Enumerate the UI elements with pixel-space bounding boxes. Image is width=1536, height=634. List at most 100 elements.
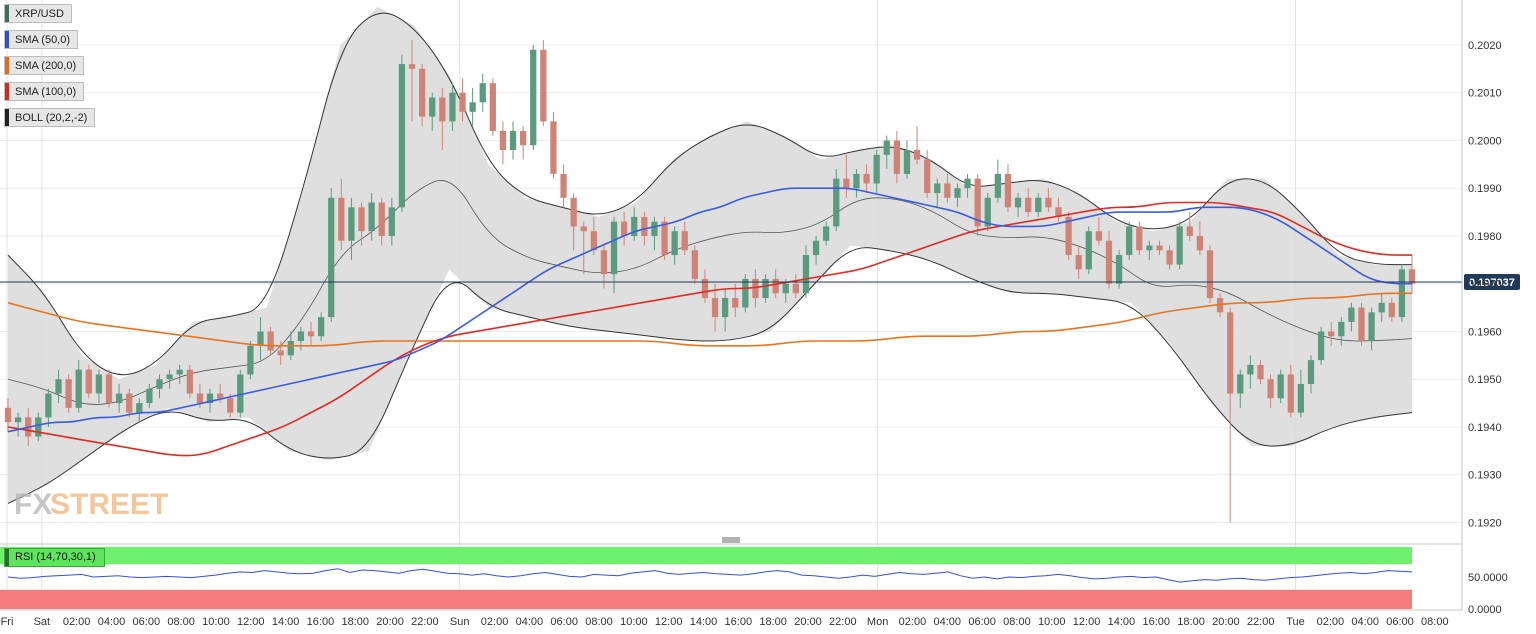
- y-tick-label: 0.1920: [1468, 517, 1502, 529]
- candle-body: [166, 374, 173, 380]
- candle: [509, 121, 517, 160]
- candle-body: [1115, 255, 1123, 284]
- candle-body: [701, 278, 709, 299]
- candle: [1035, 192, 1042, 217]
- rsi-overbought-zone: [0, 547, 1412, 565]
- candle-body: [1085, 231, 1092, 270]
- x-tick-label: 06:00: [968, 616, 996, 628]
- legend-item[interactable]: SMA (100,0): [4, 82, 85, 101]
- candle: [1166, 245, 1173, 270]
- candle: [1297, 369, 1305, 418]
- candle: [924, 150, 931, 198]
- candle: [1257, 360, 1264, 384]
- candle-body: [1055, 207, 1062, 217]
- candle-body: [1348, 307, 1355, 322]
- legend-label: SMA (50,0): [15, 34, 71, 46]
- x-tick-label: 22:00: [1247, 616, 1275, 628]
- rsi-legend[interactable]: RSI (14,70,30,1): [4, 548, 105, 567]
- candle-body: [418, 68, 426, 117]
- candle: [974, 173, 981, 236]
- candle: [984, 192, 991, 232]
- x-tick-label: 16:00: [1142, 616, 1170, 628]
- x-tick-label: 08:00: [167, 616, 195, 628]
- candle-body: [206, 393, 214, 404]
- candle-body: [610, 221, 618, 275]
- candle: [610, 216, 618, 294]
- x-tick-label: 20:00: [794, 616, 822, 628]
- watermark-street: STREET: [50, 488, 168, 521]
- x-tick-label: 14:00: [690, 616, 718, 628]
- candle: [853, 169, 860, 198]
- candle-body: [338, 197, 345, 241]
- candle-body: [1075, 255, 1082, 270]
- candle: [1408, 255, 1416, 294]
- candle-body: [146, 388, 153, 404]
- candle: [146, 383, 153, 408]
- candle-body: [812, 240, 820, 256]
- candle: [812, 235, 820, 265]
- candle: [671, 226, 678, 265]
- legend-item[interactable]: BOLL (20,2,-2): [4, 108, 96, 127]
- candle-body: [1328, 331, 1335, 337]
- rsi-legend-label: RSI (14,70,30,1): [15, 551, 96, 563]
- candle-body: [45, 393, 52, 418]
- candle: [631, 207, 638, 241]
- candle: [45, 388, 52, 427]
- panel-resize-handle[interactable]: [722, 537, 740, 543]
- y-tick-label: 0.1980: [1468, 231, 1502, 243]
- candle-body: [1317, 331, 1325, 361]
- fxstreet-watermark: FX STREET: [14, 488, 168, 521]
- candle-body: [560, 173, 567, 198]
- current-price-line: 0.197037: [0, 273, 1520, 290]
- candle: [1247, 355, 1254, 389]
- legend-item[interactable]: SMA (50,0): [4, 30, 79, 49]
- x-tick-label: 06:00: [133, 616, 161, 628]
- candle: [1227, 307, 1234, 523]
- candle-body: [1004, 173, 1012, 208]
- candle-body: [1287, 374, 1294, 413]
- candle: [550, 111, 557, 179]
- candle: [954, 183, 961, 208]
- candle-body: [378, 202, 385, 236]
- x-tick-label: 14:00: [1108, 616, 1136, 628]
- candle: [1317, 326, 1325, 365]
- x-tick-label: Tue: [1286, 616, 1305, 628]
- candle: [540, 40, 547, 127]
- candle-body: [691, 250, 698, 279]
- candle-body: [85, 369, 92, 394]
- bollinger-lower: [7, 247, 1413, 504]
- legend-item[interactable]: XRP/USD: [4, 4, 72, 23]
- candle: [459, 78, 466, 122]
- candle: [722, 288, 729, 332]
- candle-body: [1408, 269, 1416, 284]
- candle: [55, 369, 62, 404]
- candle-body: [924, 159, 931, 193]
- candle-body: [661, 221, 668, 256]
- candle: [1075, 245, 1082, 279]
- candle: [449, 83, 456, 131]
- legend-item[interactable]: SMA (200,0): [4, 56, 85, 75]
- candle: [126, 388, 133, 418]
- candle-body: [439, 97, 446, 122]
- candle: [317, 312, 325, 342]
- rsi-swatch: [5, 549, 9, 566]
- candle: [823, 221, 830, 246]
- candle: [1146, 240, 1153, 260]
- candle: [843, 154, 850, 198]
- candle-body: [65, 379, 72, 408]
- candle: [1156, 240, 1163, 256]
- candle: [1388, 298, 1395, 322]
- y-tick-label: 0.2020: [1468, 40, 1502, 52]
- x-tick-label: 18:00: [341, 616, 369, 628]
- candle-body: [711, 298, 719, 318]
- candle-body: [14, 417, 22, 423]
- x-tick-label: 10:00: [620, 616, 648, 628]
- candle-body: [540, 49, 547, 122]
- candle-body: [75, 369, 82, 408]
- x-tick-label: 14:00: [272, 616, 300, 628]
- candle: [621, 212, 628, 246]
- candle-body: [257, 331, 264, 346]
- candle: [85, 364, 92, 399]
- candle-body: [247, 345, 254, 375]
